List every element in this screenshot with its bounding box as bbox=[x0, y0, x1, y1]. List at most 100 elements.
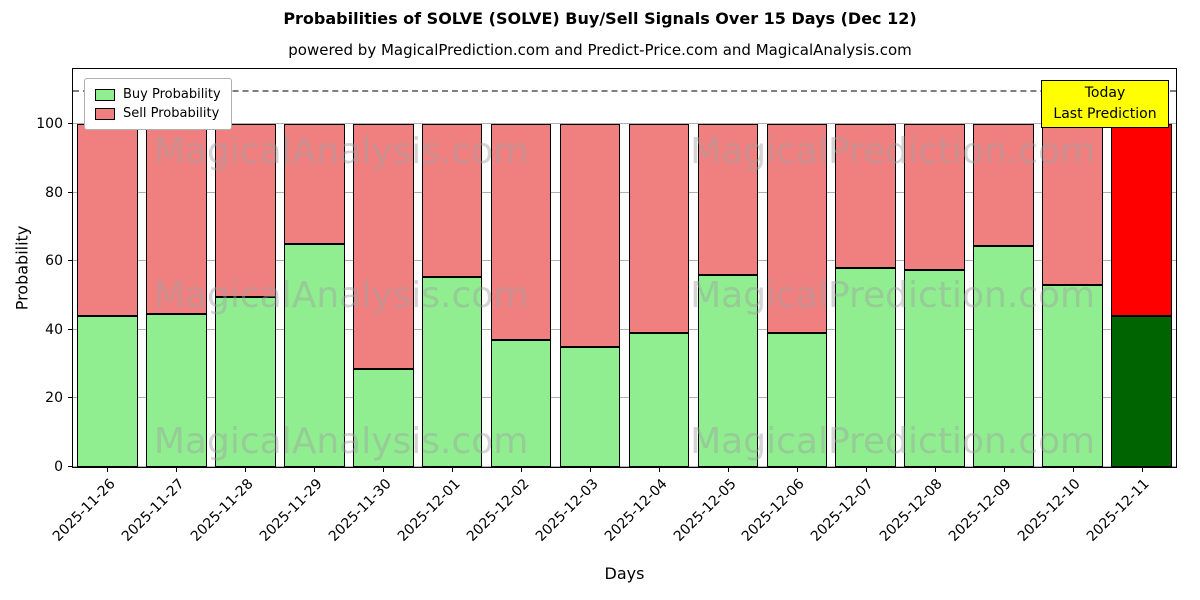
sell-segment bbox=[490, 123, 552, 341]
bar-2025-11-30 bbox=[349, 69, 418, 467]
x-tick-mark bbox=[658, 467, 660, 472]
legend-sell-label: Sell Probability bbox=[123, 106, 220, 121]
x-tick-label: 2025-12-05 bbox=[670, 476, 740, 545]
x-tick-mark bbox=[245, 467, 247, 472]
sell-segment bbox=[1111, 123, 1172, 317]
buy-segment bbox=[835, 268, 897, 467]
y-tick-label: 100 bbox=[36, 115, 63, 132]
x-tick-label: 2025-12-02 bbox=[463, 476, 533, 545]
bar-2025-12-09 bbox=[969, 69, 1038, 467]
x-tick-mark bbox=[383, 467, 385, 472]
bar-2025-11-27 bbox=[142, 69, 211, 467]
x-tick-label: 2025-12-03 bbox=[532, 476, 602, 545]
y-tick-label: 60 bbox=[45, 253, 63, 270]
legend-buy-label: Buy Probability bbox=[123, 87, 221, 102]
x-tick-mark bbox=[1072, 467, 1074, 472]
x-tick-mark bbox=[521, 467, 523, 472]
sell-segment bbox=[283, 123, 345, 244]
today-line1: Today bbox=[1084, 85, 1126, 101]
x-tick-label: 2025-12-01 bbox=[394, 476, 464, 545]
x-tick-mark bbox=[314, 467, 316, 472]
sell-segment bbox=[628, 123, 690, 334]
sell-segment bbox=[766, 123, 828, 334]
bar-2025-12-06 bbox=[762, 69, 831, 467]
x-tick-label: 2025-11-30 bbox=[325, 476, 395, 545]
bar-2025-11-28 bbox=[211, 69, 280, 467]
dashed-threshold-line bbox=[73, 89, 1176, 92]
sell-segment bbox=[1042, 123, 1103, 286]
sell-segment bbox=[559, 123, 621, 347]
gridline bbox=[73, 466, 1176, 467]
sell-segment bbox=[835, 123, 897, 268]
x-tick-mark bbox=[865, 467, 867, 472]
gridline bbox=[73, 397, 1176, 399]
x-tick-label: 2025-11-27 bbox=[118, 476, 188, 545]
bar-2025-12-07 bbox=[831, 69, 900, 467]
buy-segment bbox=[697, 274, 759, 467]
legend: Buy Probability Sell Probability bbox=[84, 78, 232, 130]
buy-segment bbox=[421, 276, 483, 467]
y-tick-label: 20 bbox=[45, 390, 63, 407]
buy-segment bbox=[766, 333, 828, 467]
y-tick-mark bbox=[68, 466, 73, 467]
buy-segment bbox=[283, 243, 345, 467]
y-tick-label: 80 bbox=[45, 184, 63, 201]
buy-segment bbox=[628, 333, 690, 467]
bar-2025-12-02 bbox=[487, 69, 556, 467]
gridline bbox=[73, 122, 1176, 124]
y-tick-mark bbox=[68, 397, 73, 399]
legend-item-sell: Sell Probability bbox=[95, 104, 221, 123]
legend-item-buy: Buy Probability bbox=[95, 85, 221, 104]
bars-container bbox=[73, 69, 1176, 467]
x-tick-label: 2025-11-29 bbox=[256, 476, 326, 545]
sell-segment bbox=[352, 123, 414, 370]
sell-segment bbox=[973, 123, 1034, 246]
sell-segment bbox=[146, 123, 207, 315]
x-tick-mark bbox=[934, 467, 936, 472]
gridline bbox=[73, 260, 1176, 262]
y-tick-mark bbox=[68, 328, 73, 330]
gridline bbox=[73, 328, 1176, 330]
bar-2025-12-05 bbox=[693, 69, 762, 467]
buy-segment bbox=[77, 316, 138, 467]
bar-2025-12-11 bbox=[1107, 69, 1176, 467]
x-tick-label: 2025-12-10 bbox=[1015, 476, 1084, 545]
x-tick-mark bbox=[452, 467, 454, 472]
chart-title: Probabilities of SOLVE (SOLVE) Buy/Sell … bbox=[283, 9, 917, 28]
x-tick-label: 2025-12-04 bbox=[601, 476, 671, 545]
bar-2025-12-10 bbox=[1038, 69, 1107, 467]
x-tick-label: 2025-12-06 bbox=[739, 476, 809, 545]
x-tick-mark bbox=[727, 467, 729, 472]
buy-segment bbox=[352, 369, 414, 467]
y-tick-label: 40 bbox=[45, 321, 63, 338]
x-tick-mark bbox=[107, 467, 109, 472]
buy-segment bbox=[559, 346, 621, 467]
x-tick-mark bbox=[590, 467, 592, 472]
bar-2025-11-26 bbox=[73, 69, 142, 467]
sell-segment bbox=[904, 123, 966, 270]
bar-2025-12-01 bbox=[418, 69, 487, 467]
y-axis-label: Probability bbox=[12, 225, 32, 311]
x-tick-mark bbox=[1141, 467, 1143, 472]
x-tick-mark bbox=[1003, 467, 1005, 472]
chart-subtitle: powered by MagicalPrediction.com and Pre… bbox=[288, 41, 912, 59]
bar-2025-12-08 bbox=[900, 69, 969, 467]
buy-segment bbox=[1042, 285, 1103, 467]
x-tick-mark bbox=[796, 467, 798, 472]
y-tick-mark bbox=[68, 191, 73, 193]
x-tick-label: 2025-11-28 bbox=[187, 476, 257, 545]
sell-segment bbox=[215, 123, 276, 298]
bar-2025-12-03 bbox=[556, 69, 625, 467]
sell-segment bbox=[421, 123, 483, 277]
x-tick-label: 2025-12-07 bbox=[808, 476, 878, 545]
x-tick-mark bbox=[176, 467, 178, 472]
gridline bbox=[73, 191, 1176, 193]
y-tick-label: 0 bbox=[54, 459, 63, 475]
buy-segment bbox=[490, 340, 552, 467]
y-tick-mark bbox=[68, 122, 73, 124]
today-line2: Last Prediction bbox=[1053, 106, 1157, 122]
buy-segment bbox=[973, 245, 1034, 467]
legend-swatch-buy bbox=[95, 88, 115, 101]
plot-area: MagicalAnalysis.com MagicalPrediction.co… bbox=[36, 68, 1177, 545]
x-axis-label: Days bbox=[604, 564, 645, 583]
